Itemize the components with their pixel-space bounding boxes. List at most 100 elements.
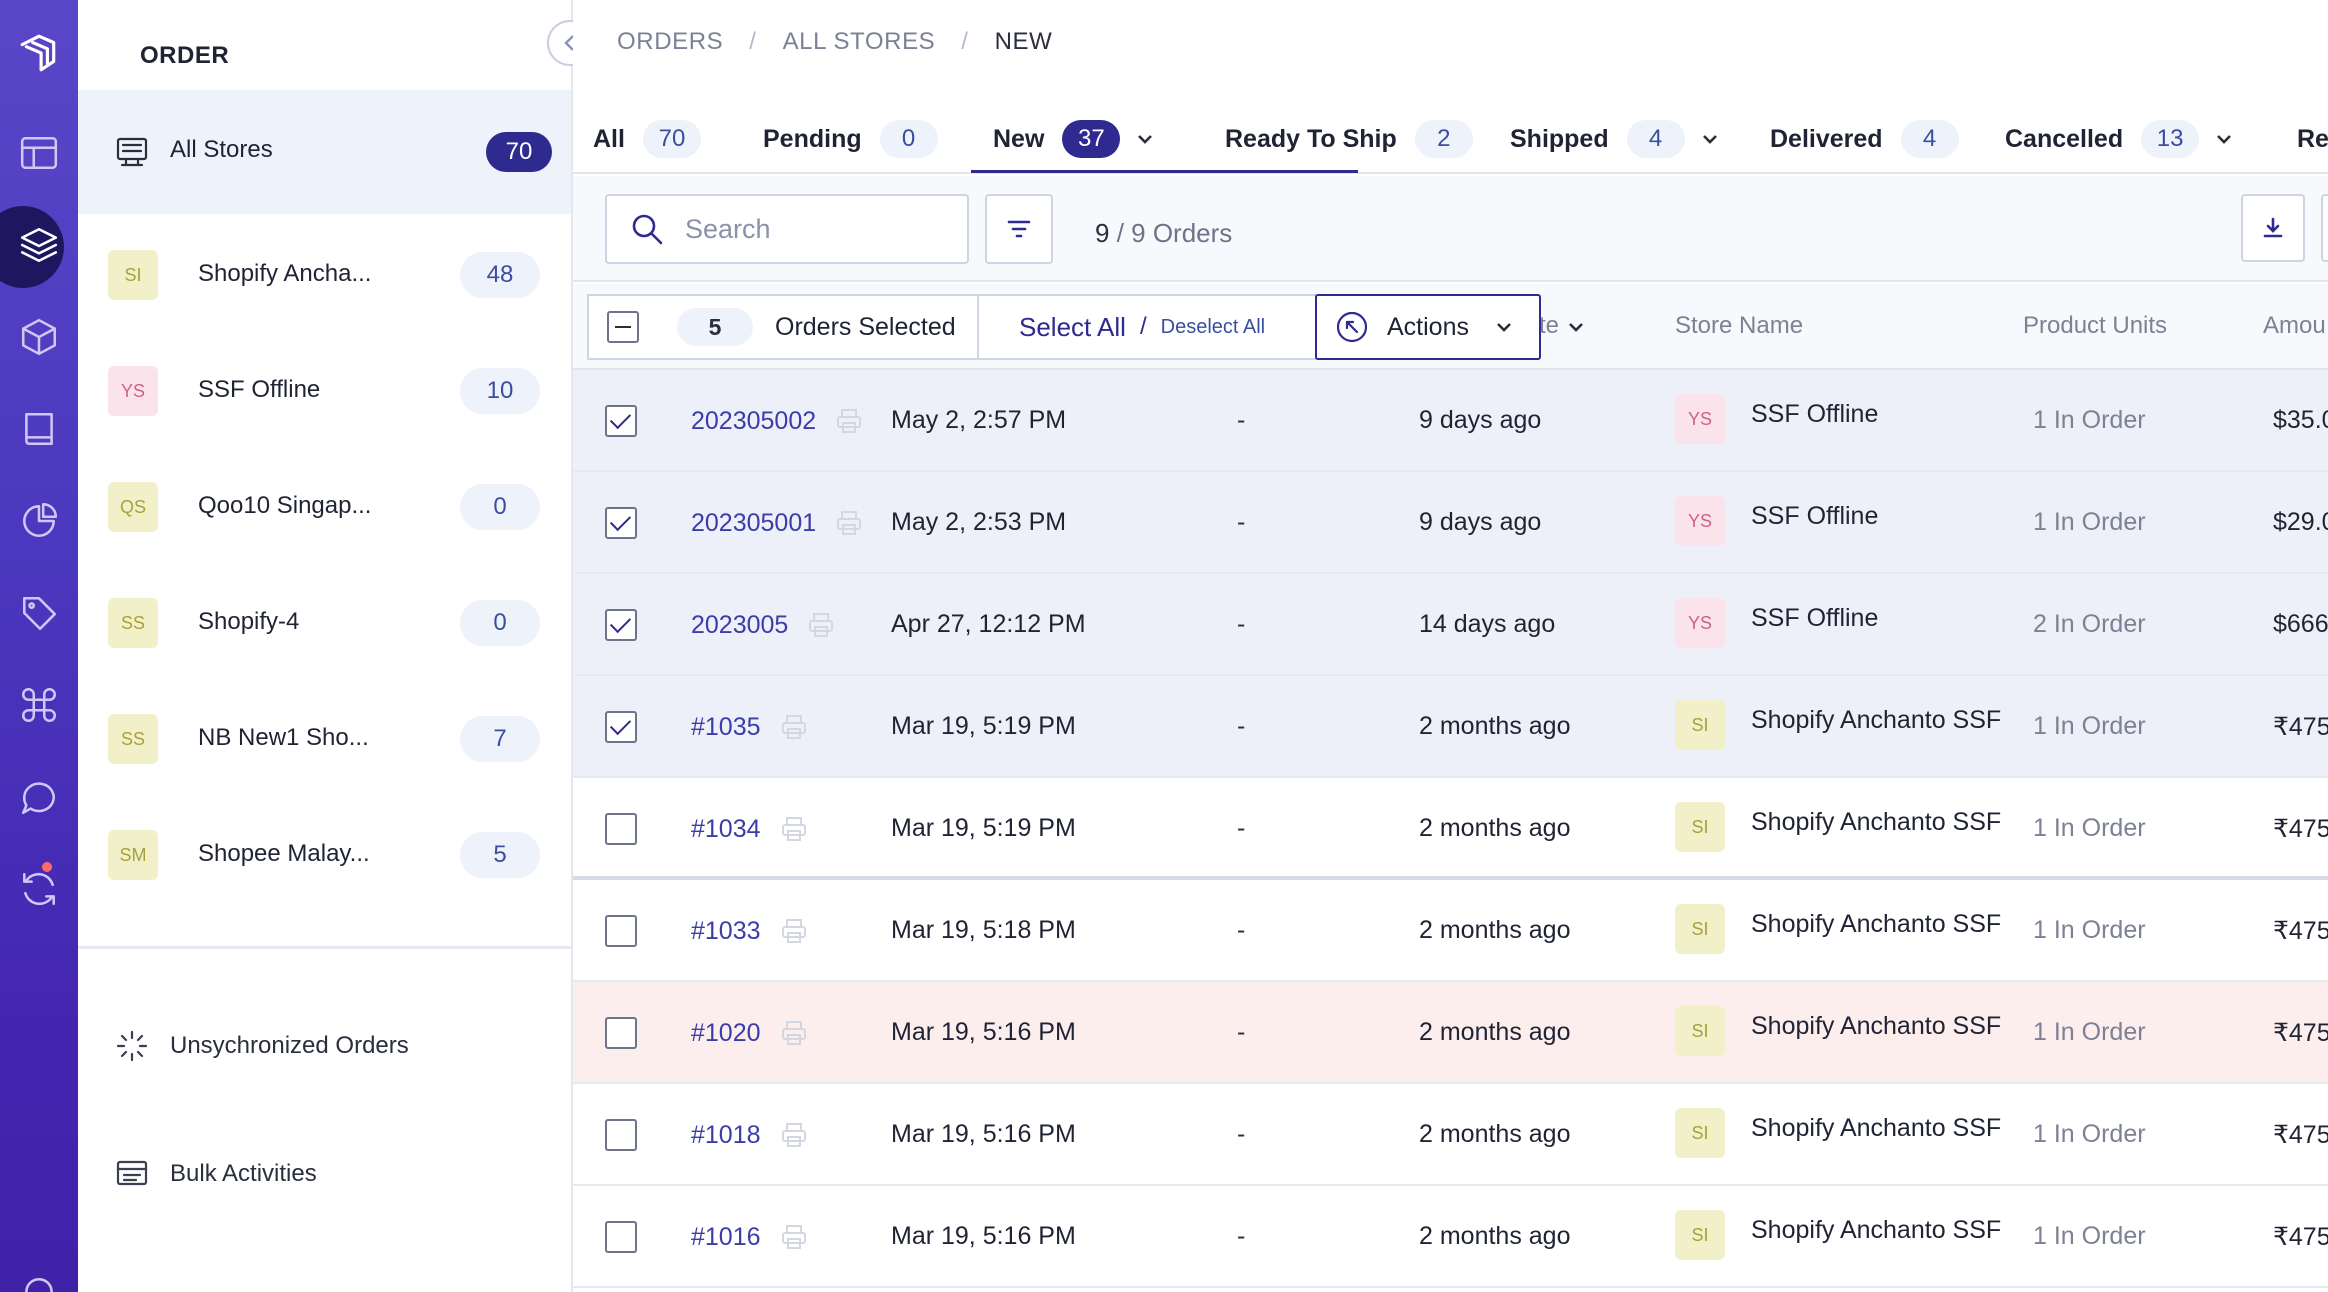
table-row[interactable]: #1034 Mar 19, 5:19 PM - 2 months ago SI Shopi… xyxy=(573,778,2328,880)
bulk-activities-link[interactable]: Bulk Activities xyxy=(114,1154,317,1194)
breadcrumb: ORDERS / ALL STORES / NEW xyxy=(617,28,1052,56)
tag-icon[interactable] xyxy=(0,574,78,652)
printer-icon[interactable] xyxy=(806,610,836,640)
package-icon[interactable] xyxy=(0,298,78,376)
table-row[interactable]: 2023005 Apr 27, 12:12 PM - 14 days ago YS SSF… xyxy=(573,574,2328,676)
printer-icon[interactable] xyxy=(779,814,809,844)
command-icon[interactable] xyxy=(0,666,78,744)
more-button-partial[interactable] xyxy=(2321,194,2328,262)
order-id-link[interactable]: 2023005 xyxy=(691,610,836,640)
table-row[interactable]: 202305001 May 2, 2:53 PM - 9 days ago YS SSF … xyxy=(573,472,2328,574)
order-id-link[interactable]: #1035 xyxy=(691,712,809,742)
sync-icon[interactable] xyxy=(0,850,78,928)
unsynchronized-orders-link[interactable]: Unsychronized Orders 0 xyxy=(114,1026,628,1066)
store-avatar: SI xyxy=(1675,700,1725,750)
download-button[interactable] xyxy=(2241,194,2305,262)
table-row[interactable]: #1016 Mar 19, 5:16 PM - 2 months ago SI Shopi… xyxy=(573,1186,2328,1288)
table-row[interactable]: #1035 Mar 19, 5:19 PM - 2 months ago SI Shopi… xyxy=(573,676,2328,778)
column-header-partial[interactable]: te xyxy=(1539,312,1587,340)
printer-icon[interactable] xyxy=(779,1018,809,1048)
select-all-checkbox[interactable] xyxy=(607,311,639,343)
printer-icon[interactable] xyxy=(779,1222,809,1252)
book-icon[interactable] xyxy=(0,390,78,468)
row-checkbox[interactable] xyxy=(605,813,637,845)
store-name: Shopify Ancha... xyxy=(198,260,372,287)
orders-layers-icon[interactable] xyxy=(0,206,78,288)
help-icon[interactable] xyxy=(0,1236,78,1292)
tab-new[interactable]: New 37 xyxy=(993,104,1156,174)
store-item[interactable]: QS Qoo10 Singap... 0 xyxy=(78,448,571,564)
row-checkbox[interactable] xyxy=(605,1119,637,1151)
orders-count-total: / 9 Orders xyxy=(1116,218,1233,248)
order-id-link[interactable]: #1018 xyxy=(691,1120,809,1150)
reports-pie-icon[interactable] xyxy=(0,482,78,560)
printer-icon[interactable] xyxy=(779,1120,809,1150)
store-item[interactable]: YS SSF Offline 10 xyxy=(78,332,571,448)
printer-icon[interactable] xyxy=(834,508,864,538)
store-item[interactable]: SI Shopify Ancha... 48 xyxy=(78,216,571,332)
order-id-link[interactable]: #1033 xyxy=(691,916,809,946)
order-id-link[interactable]: 202305001 xyxy=(691,508,864,538)
tab-ready-to-ship[interactable]: Ready To Ship 2 xyxy=(1225,104,1473,174)
order-id-link[interactable]: #1016 xyxy=(691,1222,809,1252)
order-id-text: #1034 xyxy=(691,814,761,843)
search-box[interactable] xyxy=(605,194,969,264)
chat-icon[interactable] xyxy=(0,758,78,836)
deselect-all-link[interactable]: Deselect All xyxy=(1160,315,1266,338)
breadcrumb-orders[interactable]: ORDERS xyxy=(617,28,724,55)
order-date: May 2, 2:53 PM xyxy=(891,508,1067,536)
printer-icon[interactable] xyxy=(779,712,809,742)
tab-cancelled[interactable]: Cancelled 13 xyxy=(2005,104,2235,174)
empty-value: - xyxy=(1237,610,1246,638)
order-id-link[interactable]: 202305002 xyxy=(691,406,864,436)
row-checkbox[interactable] xyxy=(605,1221,637,1253)
tab-returned-partial[interactable]: Re xyxy=(2297,104,2328,174)
filter-button[interactable] xyxy=(985,194,1053,264)
actions-dropdown[interactable]: Actions xyxy=(1315,294,1541,360)
table-row[interactable]: #1033 Mar 19, 5:18 PM - 2 months ago SI Shopi… xyxy=(573,880,2328,982)
tab-delivered[interactable]: Delivered 4 xyxy=(1770,104,1959,174)
store-item-all-stores[interactable]: All Stores 70 xyxy=(78,90,571,214)
column-header-amount[interactable]: Amou xyxy=(2263,312,2326,339)
row-checkbox[interactable] xyxy=(605,711,637,743)
chevron-down-icon[interactable] xyxy=(1699,128,1721,150)
printer-icon[interactable] xyxy=(779,916,809,946)
select-all-link[interactable]: Select All xyxy=(1019,311,1126,342)
row-checkbox[interactable] xyxy=(605,405,637,437)
tab-count: 0 xyxy=(879,120,938,158)
tab-pending[interactable]: Pending 0 xyxy=(763,104,938,174)
select-controls: Select All / Deselect All xyxy=(977,294,1317,360)
store-item[interactable]: SM Shopee Malay... 5 xyxy=(78,796,571,912)
tab-all[interactable]: All 70 xyxy=(593,104,701,174)
chevron-down-icon[interactable] xyxy=(1134,128,1156,150)
chevron-down-icon[interactable] xyxy=(2213,128,2235,150)
store-name: Shopify Anchanto SSF xyxy=(1751,910,2002,938)
chevron-down-icon xyxy=(1497,323,1511,332)
row-checkbox[interactable] xyxy=(605,507,637,539)
empty-value: - xyxy=(1237,1018,1246,1046)
table-row[interactable]: 202305002 May 2, 2:57 PM - 9 days ago YS SSF … xyxy=(573,370,2328,472)
empty-value: - xyxy=(1237,1222,1246,1250)
store-avatar: YS xyxy=(108,366,158,416)
row-checkbox[interactable] xyxy=(605,1017,637,1049)
empty-value: - xyxy=(1237,916,1246,944)
store-count-badge: 10 xyxy=(460,368,540,414)
row-checkbox[interactable] xyxy=(605,609,637,641)
order-id-link[interactable]: #1034 xyxy=(691,814,809,844)
table-row[interactable]: #1018 Mar 19, 5:16 PM - 2 months ago SI Shopi… xyxy=(573,1084,2328,1186)
app-logo-icon[interactable] xyxy=(0,14,78,92)
table-row[interactable]: #1020 Mar 19, 5:16 PM - 2 months ago SI Shopi… xyxy=(573,982,2328,1084)
store-item[interactable]: SS NB New1 Sho... 7 xyxy=(78,680,571,796)
tab-shipped[interactable]: Shipped 4 xyxy=(1510,104,1721,174)
column-header-store-name[interactable]: Store Name xyxy=(1675,312,1804,339)
row-checkbox[interactable] xyxy=(605,915,637,947)
printer-icon[interactable] xyxy=(834,406,864,436)
dashboard-icon[interactable] xyxy=(0,114,78,192)
breadcrumb-all-stores[interactable]: ALL STORES xyxy=(782,28,936,55)
column-header-product-units[interactable]: Product Units xyxy=(2023,312,2168,339)
order-age: 14 days ago xyxy=(1419,610,1556,638)
chevron-down-icon xyxy=(1569,322,1583,332)
order-id-link[interactable]: #1020 xyxy=(691,1018,809,1048)
search-input[interactable] xyxy=(685,213,945,245)
store-item[interactable]: SS Shopify-4 0 xyxy=(78,564,571,680)
